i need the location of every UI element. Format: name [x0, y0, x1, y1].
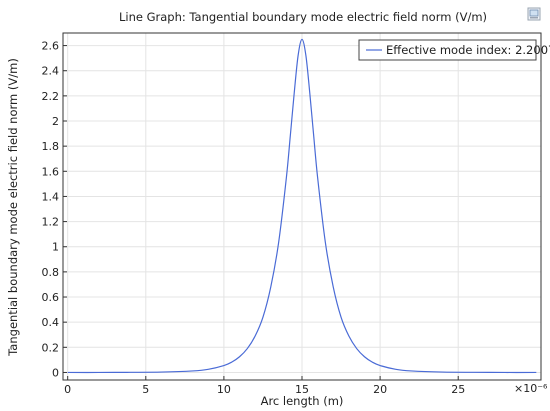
y-tick-label: 2.2 — [42, 90, 60, 103]
legend-box — [358, 39, 537, 61]
legend-entry: Effective mode index: 2.2007 — [386, 43, 550, 57]
chart-title: Line Graph: Tangential boundary mode ele… — [119, 10, 487, 24]
y-tick-label: 0 — [52, 366, 59, 379]
grid — [63, 33, 541, 380]
y-tick-label: 2.4 — [42, 65, 60, 78]
x-tick-label: 20 — [373, 383, 387, 396]
y-tick-label: 1.6 — [42, 165, 60, 178]
y-tick-label: 0.6 — [42, 291, 60, 304]
legend: Effective mode index: 2.2007 — [358, 39, 550, 61]
y-tick-label: 2.6 — [42, 40, 60, 53]
x-axis-label: Arc length (m) — [261, 394, 344, 408]
x-tick-label: 25 — [451, 383, 465, 396]
x-tick-label: 5 — [142, 383, 149, 396]
y-tick-label: 0.2 — [42, 341, 60, 354]
series-line — [67, 38, 537, 374]
x-axis: 0 5 10 15 20 25 — [64, 376, 465, 396]
graph-settings-icon[interactable] — [527, 7, 541, 21]
x-tick-label: 0 — [64, 383, 71, 396]
y-tick-label: 1.4 — [42, 190, 60, 203]
y-axis-label: Tangential boundary mode electric field … — [6, 58, 20, 357]
y-tick-label: 1.8 — [42, 140, 60, 153]
y-tick-label: 2 — [52, 115, 59, 128]
y-axis: 0 0.2 0.4 0.6 0.8 1 1.2 1.4 1.6 1.8 2 2.2 2.4 2.6 — [42, 40, 67, 379]
x-exponent-label: ×10⁻⁶ — [514, 382, 548, 395]
y-tick-label: 0.4 — [42, 316, 60, 329]
y-tick-label: 1.2 — [42, 216, 60, 229]
y-tick-label: 1 — [52, 241, 59, 254]
y-tick-label: 0.8 — [42, 266, 60, 279]
x-tick-label: 10 — [217, 383, 231, 396]
x-tick-label: 15 — [295, 383, 309, 396]
